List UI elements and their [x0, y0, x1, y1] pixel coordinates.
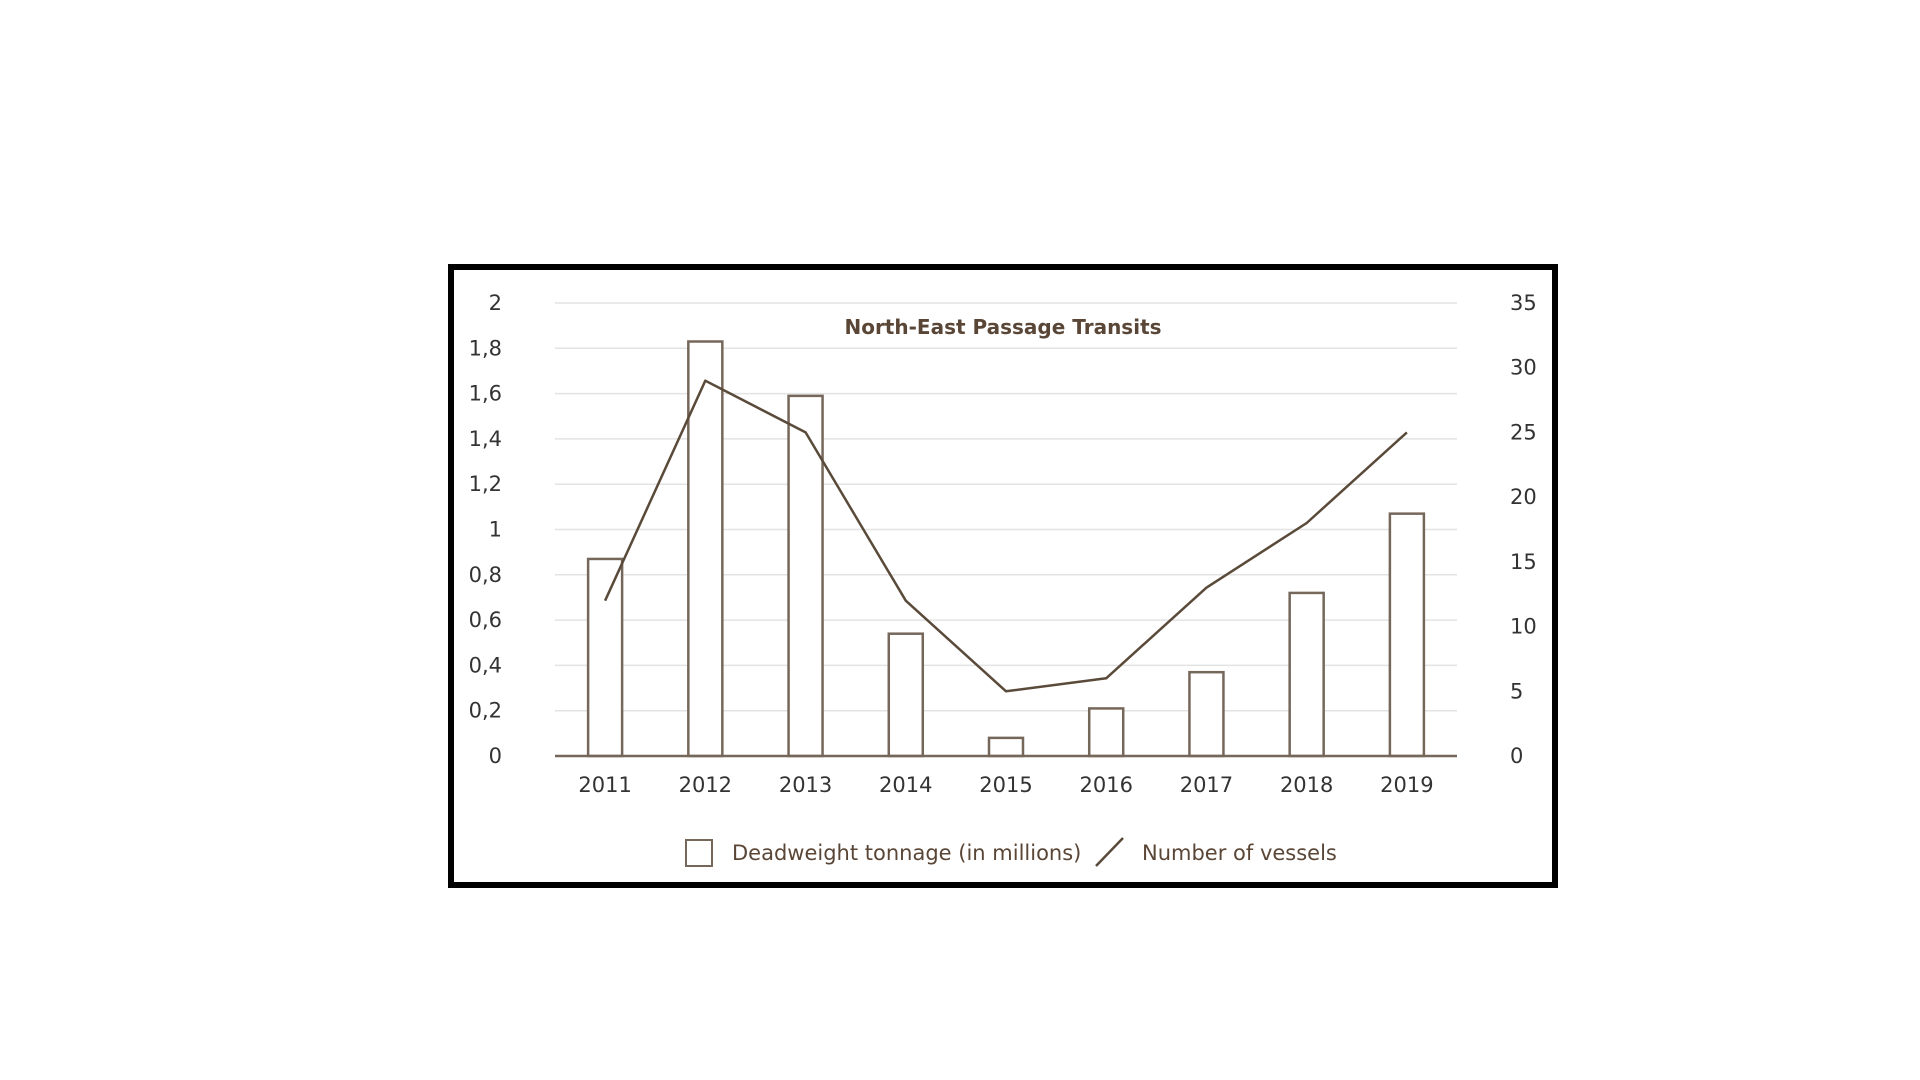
- line-series: [603, 379, 1408, 693]
- chart-title: North-East Passage Transits: [844, 315, 1161, 339]
- left-tick-label: 0,8: [469, 563, 502, 587]
- x-tick-label: 2013: [779, 773, 832, 797]
- left-tick-label: 2: [489, 291, 502, 315]
- left-tick-label: 1,8: [469, 336, 502, 360]
- left-tick-label: 0: [489, 744, 502, 768]
- left-tick-label: 0,6: [469, 608, 502, 632]
- x-tick-label: 2015: [979, 773, 1032, 797]
- left-tick-label: 1,6: [469, 382, 502, 406]
- bar-2012: [687, 340, 724, 758]
- x-tick-label: 2017: [1180, 773, 1233, 797]
- bar-2011: [586, 557, 624, 758]
- x-tick-label: 2012: [679, 773, 732, 797]
- bar-2013: [787, 394, 824, 758]
- x-axis-ticks: 2011 2012 2013 2014 2015 2016 2017 2018 2019: [578, 773, 1433, 797]
- right-tick-label: 0: [1510, 744, 1523, 768]
- vessels-line: [603, 379, 1408, 693]
- legend-bar-swatch: [685, 839, 713, 867]
- left-tick-label: 1,2: [469, 472, 502, 496]
- bar-2015: [987, 736, 1025, 758]
- legend: Deadweight tonnage (in millions) Number …: [685, 837, 1337, 867]
- bar-series: [586, 340, 1426, 758]
- left-tick-label: 1: [489, 518, 502, 542]
- right-tick-label: 10: [1510, 615, 1537, 639]
- right-tick-label: 15: [1510, 550, 1537, 574]
- bar-2019: [1388, 512, 1426, 758]
- legend-line-label: Number of vessels: [1142, 841, 1337, 865]
- right-tick-label: 25: [1510, 420, 1537, 444]
- bar-2017: [1188, 670, 1225, 758]
- x-tick-label: 2016: [1079, 773, 1132, 797]
- x-tick-label: 2011: [578, 773, 631, 797]
- left-tick-label: 1,4: [469, 427, 502, 451]
- bar-2016: [1087, 707, 1125, 758]
- x-tick-label: 2019: [1380, 773, 1433, 797]
- right-tick-label: 5: [1510, 679, 1523, 703]
- right-tick-label: 35: [1510, 291, 1537, 315]
- right-tick-label: 20: [1510, 485, 1537, 509]
- right-axis-ticks: 0 5 10 15 20 25 30 35: [1510, 291, 1537, 768]
- bar-2014: [887, 632, 925, 758]
- x-tick-label: 2018: [1280, 773, 1333, 797]
- legend-bar-label: Deadweight tonnage (in millions): [732, 841, 1081, 865]
- left-axis-ticks: 0 0,2 0,4 0,6 0,8 1 1,2 1,4 1,6 1,8 2: [469, 291, 502, 768]
- chart-frame: [448, 264, 1558, 888]
- left-tick-label: 0,4: [469, 653, 502, 677]
- legend-line-swatch: [1095, 837, 1124, 867]
- right-tick-label: 30: [1510, 356, 1537, 380]
- bar-2018: [1288, 591, 1325, 758]
- left-tick-label: 0,2: [469, 699, 502, 723]
- x-tick-label: 2014: [879, 773, 932, 797]
